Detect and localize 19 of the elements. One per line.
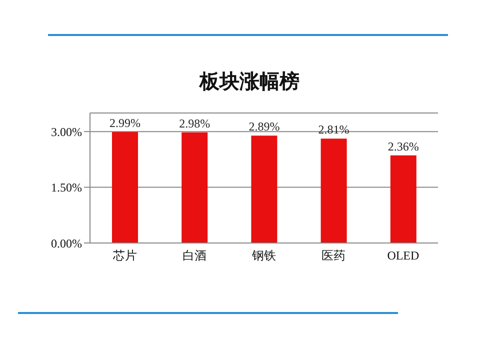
y-tick-label: 3.00% [51,124,82,139]
x-tick-label: 钢铁 [251,248,276,263]
x-tick-label: 医药 [322,248,346,263]
bar [182,132,208,243]
data-label: 2.89% [248,120,280,134]
bar [320,138,347,243]
x-tick-label: OLED [387,248,420,263]
data-label: 2.99% [110,116,140,130]
bar [251,136,278,243]
data-label: 2.98% [179,116,210,130]
y-tick-label: 0.00% [51,236,82,250]
bar [112,132,138,243]
data-label: 2.36% [388,139,419,154]
bar [390,155,416,243]
chart-title: 板块涨幅榜 [198,70,300,95]
x-tick-label: 芯片 [112,248,137,263]
y-tick-label: 1.50% [51,180,82,195]
x-tick-label: 白酒 [182,248,206,263]
data-label: 2.81% [318,122,350,137]
